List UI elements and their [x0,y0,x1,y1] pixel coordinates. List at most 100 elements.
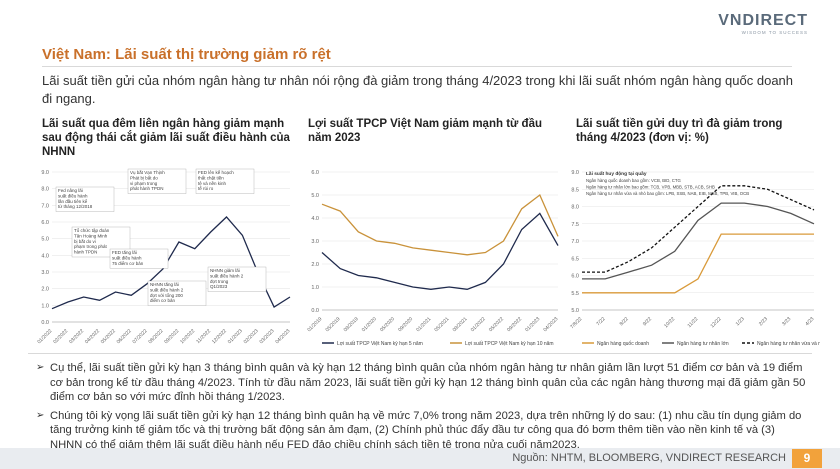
annotation-text: từ tháng 12/2018 [58,204,93,209]
annotation-text: đợt với tổng 200 [150,292,183,298]
annotation-box [109,248,169,269]
x-tick-label: 05/2021 [433,316,450,333]
y-tick-label: 1.0 [41,303,49,309]
chart-note: Ngân hàng tư nhân vừa và nhỏ bao gồm: LP… [586,191,749,196]
chart3-deposit-rate: 5.0 5.5 6.0 6.5 7.0 7.5 8.0 8.5 9.0 7/8/22 7/22 8/… [569,170,820,347]
chart1-y-ticks: 0.0 1.0 2.0 3.0 4.0 5.0 6.0 7.0 8.0 9.0 [41,170,49,326]
y-tick-label: 9.0 [41,170,49,176]
chart2-gov-bond-yield: 0.0 1.0 2.0 3.0 4.0 5.0 6.0 01/2019 05/2019 09/2… [306,170,559,347]
annotation-text: NHNN tăng lãi [150,282,179,287]
x-tick-label: 12/22 [710,316,723,329]
x-tick-label: 09/2019 [343,316,360,333]
x-tick-label: 7/8/22 [569,316,583,330]
x-tick-label: 11/22 [687,316,700,329]
page-number: 9 [792,449,822,468]
y-tick-label: 0.0 [41,320,49,326]
annotation-text: 75 điểm cơ bản [112,260,144,266]
x-tick-label: 09/2021 [452,316,469,333]
title-divider [42,66,792,67]
x-tick-label: 8/22 [619,316,630,327]
y-tick-label: 5.0 [41,237,49,243]
annotation-box [207,266,267,292]
chart3-title: Lãi suất tiền gửi duy trì đà giảm trong … [576,118,783,144]
chart2-y-ticks: 0.0 1.0 2.0 3.0 4.0 5.0 6.0 [311,170,319,314]
x-tick-label: 02/2022 [52,328,69,345]
intro-text: Lãi suất tiền gửi của nhóm ngân hàng tư … [42,73,794,106]
x-tick-label: 01/2022 [36,328,53,345]
annotation-text: phát hành TPDN [130,186,163,191]
chart2-lines [321,193,559,290]
legend-label: Lợi suất TPCP Việt Nam kỳ hạn 5 năm [337,341,423,347]
y-tick-label: 8.0 [571,205,579,211]
x-tick-label: 04/2023 [542,316,559,333]
x-tick-label: 10/22 [663,316,676,329]
x-tick-label: 01/2020 [361,316,378,333]
series-line [582,202,815,280]
x-tick-label: 01/2023 [524,316,541,333]
slide-title: Việt Nam: Lãi suất thị trường giảm rõ rệ… [42,46,331,63]
x-tick-label: 04/2022 [84,328,101,345]
x-tick-label: 05/2020 [379,316,396,333]
chart2-x-ticks: 01/2019 05/2019 09/2019 01/2020 05/2020 09/20… [306,316,559,333]
y-tick-label: 0.0 [311,308,319,314]
y-tick-label: 7.5 [571,222,579,228]
chart3-grid [582,171,814,311]
y-tick-label: 6.0 [311,170,319,176]
x-tick-label: 01/2021 [415,316,432,333]
x-tick-label: 3/23 [781,316,792,327]
legend-label: Ngân hàng tư nhân lớn [677,341,729,347]
logo-text: VNDIRECT [718,12,808,29]
annotation-text: suất điều hành [112,255,142,260]
annotation-box [147,280,207,306]
annotation-text: Tân Hoàng Minh [74,233,108,238]
chart3-legend: Ngân hàng quốc doanh Ngân hàng tư nhân lớ… [582,340,820,347]
annotation-text: suất điều hành 2 [210,273,244,278]
x-tick-label: 09/2022 [506,316,523,333]
x-tick-label: 06/2022 [116,328,133,345]
x-tick-label: 9/22 [642,316,653,327]
x-tick-label: 05/2022 [100,328,117,345]
chart1-x-ticks: 01/202202/202203/202204/202205/202206/20… [36,328,291,345]
annotation-text: vi phạm trong [130,181,158,186]
annotation-text: tế rủi ro [198,185,214,191]
y-tick-label: 6.0 [571,274,579,280]
y-tick-label: 5.0 [311,193,319,199]
arrow-bullet-icon: ➢ [36,409,45,421]
annotation-box [55,186,115,212]
x-tick-label: 09/2020 [397,316,414,333]
y-tick-label: 4.0 [311,216,319,222]
x-tick-label: 10/2022 [179,328,196,345]
chart-note: Ngân hàng quốc doanh bao gồm: VCB, BID, … [586,178,681,183]
chart3-y-ticks: 5.0 5.5 6.0 6.5 7.0 7.5 8.0 8.5 9.0 [571,170,579,314]
chart3-lines [582,185,815,294]
annotation-text: Fed nâng lãi [58,188,83,193]
y-tick-label: 6.5 [571,256,579,262]
x-tick-label: 05/2019 [325,316,342,333]
x-tick-label: 01/2023 [227,328,244,345]
chart-note-heading: Lãi suất huy động tại quầy [586,170,647,177]
chart1-title: Lãi suất qua đêm liên ngân hàng giảm mạn… [42,118,290,158]
source-note: Nguồn: NHTM, BLOOMBERG, VNDIRECT RESEARC… [512,452,786,464]
y-tick-label: 2.0 [41,287,49,293]
y-tick-label: 7.0 [571,239,579,245]
series-line [582,185,815,273]
annotation-text: suất điều hành [58,193,88,198]
y-tick-label: 8.5 [571,187,579,193]
x-tick-label: 02/2023 [243,328,260,345]
x-tick-label: 2/23 [758,316,769,327]
annotation-text: Phát bị bắt do [130,174,158,180]
y-tick-label: 9.0 [571,170,579,176]
y-tick-label: 1.0 [311,285,319,291]
vndirect-logo: VNDIRECT WISDOM TO SUCCESS [718,12,808,35]
chart1-series-line [51,216,291,310]
x-tick-label: 08/2022 [147,328,164,345]
annotation-text: hành TPDN [74,250,97,255]
annotation-text: suất điều hành 2 [150,287,184,292]
annotation-box [127,168,187,194]
y-tick-label: 2.0 [311,262,319,268]
bullet-item: ➢ Cụ thể, lãi suất tiền gửi kỳ hạn 3 thá… [36,361,806,405]
annotation-text: đợt trong [210,279,229,284]
annotation-text: điểm cơ bản [150,297,175,303]
y-tick-label: 3.0 [311,239,319,245]
